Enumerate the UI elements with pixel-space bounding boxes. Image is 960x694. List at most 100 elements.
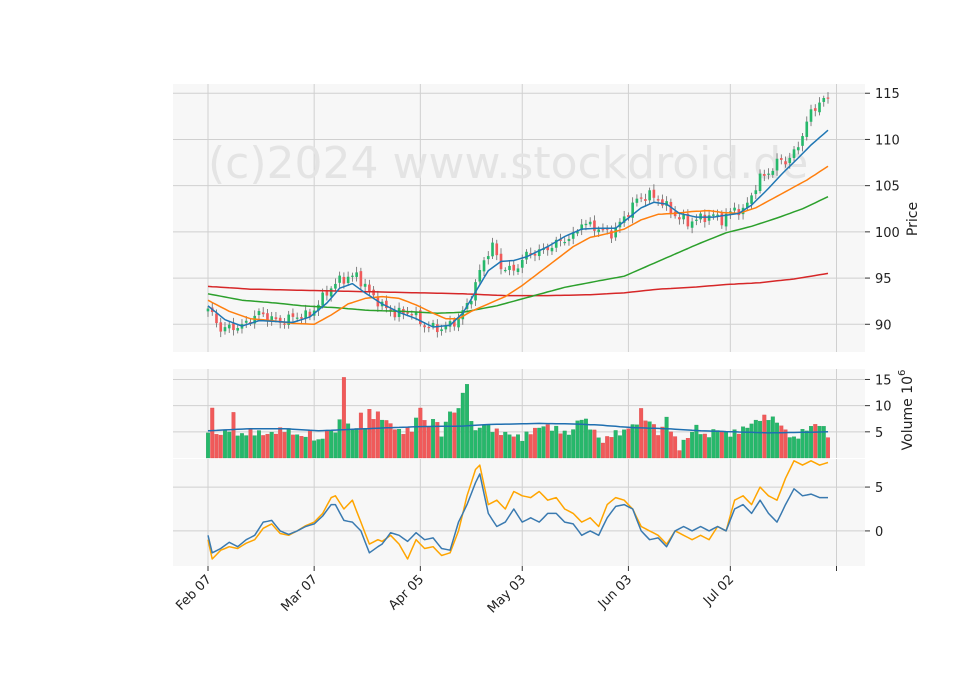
candle-down xyxy=(410,314,414,316)
candle-up xyxy=(712,214,715,216)
volume-bar-up xyxy=(346,423,351,459)
volume-bar-up xyxy=(800,429,805,459)
volume-bar-up xyxy=(486,424,491,459)
volume-bar-up xyxy=(473,430,478,459)
volume-bar-up xyxy=(741,426,746,459)
candle-down xyxy=(605,228,609,230)
volume-bar-down xyxy=(643,420,648,459)
candle-down xyxy=(703,214,707,223)
volume-bar-up xyxy=(617,435,622,459)
volume-bar-down xyxy=(511,436,516,459)
volume-bar-up xyxy=(354,428,359,459)
candle-up xyxy=(469,300,473,305)
volume-bar-up xyxy=(333,432,338,459)
candle-up xyxy=(758,173,762,191)
volume-bar-up xyxy=(588,429,593,459)
panel-backgrounds xyxy=(173,84,865,566)
oscillator-y-tick-label: 5 xyxy=(875,481,883,496)
candle-up xyxy=(822,97,826,102)
candle-up xyxy=(588,221,592,225)
volume-bar-up xyxy=(583,418,588,459)
volume-bars xyxy=(206,377,830,459)
volume-bar-down xyxy=(341,377,346,459)
candle-down xyxy=(419,310,422,325)
volume-bar-up xyxy=(235,435,240,459)
x-tick-label: May 03 xyxy=(485,572,529,616)
volume-bar-down xyxy=(388,423,393,459)
price-y-tick-label: 90 xyxy=(875,318,892,333)
candle-down xyxy=(627,215,630,217)
volume-bar-down xyxy=(435,422,440,459)
volume-bar-up xyxy=(775,422,779,459)
volume-bar-up xyxy=(575,420,580,459)
volume-bar-down xyxy=(401,434,406,459)
candle-down xyxy=(546,247,550,251)
volume-bar-up xyxy=(694,424,699,459)
volume-bar-up xyxy=(295,434,300,459)
volume-bar-down xyxy=(660,426,665,459)
volume-bar-down xyxy=(609,437,614,459)
volume-bar-down xyxy=(499,435,503,459)
candle-up xyxy=(448,321,452,327)
candle-down xyxy=(423,325,426,328)
volume-bar-down xyxy=(214,434,219,459)
watermark-text: (c)2024 www.stockdroid.de xyxy=(208,138,808,189)
volume-bar-down xyxy=(592,429,597,459)
candle-up xyxy=(363,283,367,287)
volume-bar-down xyxy=(248,428,253,459)
candle-up xyxy=(767,173,770,175)
price-axis-label: Price xyxy=(905,202,921,236)
candle-down xyxy=(274,317,278,320)
candle-up xyxy=(346,276,350,284)
volume-bar-down xyxy=(494,428,499,459)
volume-bar-down xyxy=(426,426,431,459)
candle-down xyxy=(385,300,388,309)
candle-up xyxy=(503,269,507,272)
candle-up xyxy=(724,213,728,227)
candle-down xyxy=(661,199,664,206)
volume-bar-up xyxy=(647,421,652,459)
moving-average-lines xyxy=(207,129,829,328)
candle-up xyxy=(478,270,482,282)
volume-bar-up xyxy=(414,417,419,459)
volume-bar-down xyxy=(528,434,533,459)
volume-bar-up xyxy=(482,425,486,459)
volume-bar-down xyxy=(371,419,376,459)
candle-down xyxy=(291,313,295,317)
volume-bar-down xyxy=(422,420,427,459)
price-y-tick-label: 105 xyxy=(875,180,900,195)
volume-bar-up xyxy=(537,427,542,459)
candle-up xyxy=(550,247,554,252)
candle-up xyxy=(317,304,320,311)
volume-bar-up xyxy=(516,434,520,459)
candle-down xyxy=(784,161,787,165)
volume-bar-up xyxy=(541,426,546,459)
volume-bar-down xyxy=(375,411,380,459)
candle-down xyxy=(762,174,766,176)
candle-up xyxy=(771,170,775,175)
volume-bar-down xyxy=(384,420,389,459)
ma-longest-line xyxy=(207,272,829,297)
candle-up xyxy=(682,214,685,220)
volume-bar-up xyxy=(240,433,244,459)
candle-down xyxy=(393,310,397,318)
volume-bar-up xyxy=(792,436,796,459)
candle-down xyxy=(300,317,303,319)
volume-bar-down xyxy=(307,429,312,459)
candle-up xyxy=(516,268,520,272)
volume-bar-up xyxy=(728,436,733,459)
candle-up xyxy=(580,224,584,231)
ma-mid-line xyxy=(207,165,829,326)
candle-up xyxy=(508,265,511,271)
volume-bar-down xyxy=(651,424,656,459)
volume-bar-up xyxy=(698,434,703,459)
candle-down xyxy=(656,199,660,201)
volume-bar-down xyxy=(418,407,423,459)
candle-up xyxy=(648,190,651,201)
volume-average-line xyxy=(207,422,829,434)
volume-bar-down xyxy=(656,435,661,459)
candle-down xyxy=(644,199,647,201)
candle-up xyxy=(444,325,448,330)
candle-up xyxy=(571,232,575,239)
volume-bar-up xyxy=(613,430,618,459)
